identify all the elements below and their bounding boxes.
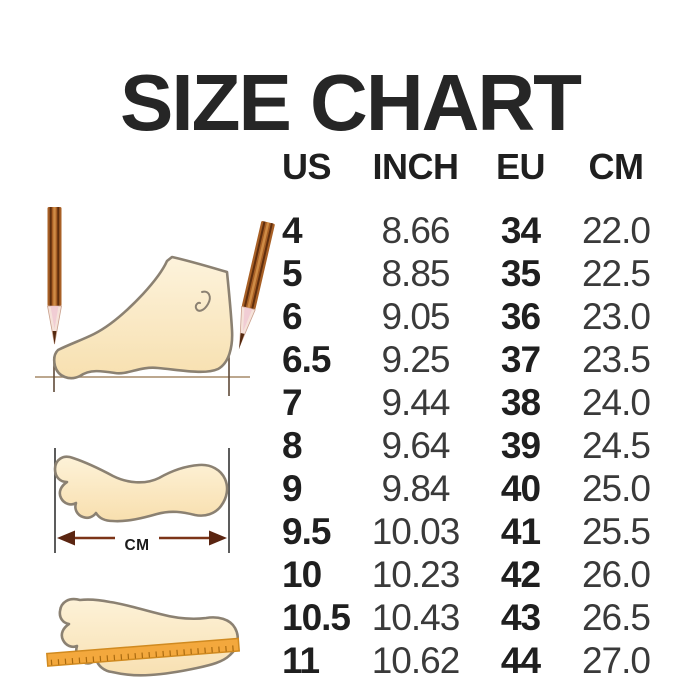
cm-unit-label: CM [124, 537, 149, 554]
cell-us: 10 [282, 554, 322, 595]
foot-side-outline [52, 255, 234, 380]
foot-ruler-illustration [46, 597, 241, 677]
cell-inch: 9.44 [381, 382, 450, 423]
table-row: 10.5 10.43 43 26.5 [278, 596, 668, 639]
cell-cm: 24.5 [581, 425, 651, 466]
cell-inch: 9.05 [381, 296, 450, 337]
cell-us: 4 [282, 210, 303, 251]
cell-eu: 37 [500, 339, 541, 380]
cell-inch: 10.43 [371, 597, 461, 638]
cell-us: 9 [282, 468, 303, 509]
footprint-outline [53, 455, 229, 523]
cell-us: 9.5 [282, 511, 331, 552]
cell-cm: 23.0 [581, 296, 651, 337]
table-row: 7 9.44 38 24.0 [278, 381, 668, 424]
cell-cm: 22.0 [581, 210, 651, 251]
cell-inch: 8.85 [381, 253, 450, 294]
cell-cm: 25.0 [581, 468, 651, 509]
cell-eu: 44 [500, 640, 541, 681]
table-row: 8 9.64 39 24.5 [278, 424, 668, 467]
table-row: 6.5 9.25 37 23.5 [278, 338, 668, 381]
left-pencil-icon [47, 207, 62, 345]
cell-eu: 35 [500, 253, 541, 294]
cell-inch: 9.84 [381, 468, 450, 509]
cell-eu: 34 [500, 210, 541, 251]
cell-cm: 26.5 [581, 597, 651, 638]
cell-eu: 41 [500, 511, 541, 552]
cell-cm: 23.5 [581, 339, 651, 380]
cm-measure-arrow-icon [57, 530, 227, 546]
cell-us: 5 [282, 253, 303, 294]
cell-inch: 9.25 [381, 339, 450, 380]
ankle-curve-mark [194, 290, 211, 312]
cell-eu: 42 [500, 554, 541, 595]
cell-cm: 24.0 [581, 382, 651, 423]
ruler-ticks [50, 645, 234, 666]
size-table: US INCH EU CM 4 8.66 34 22.0 5 8.85 35 22.5 6 9.05 36… [278, 142, 668, 682]
table-body: 4 8.66 34 22.0 5 8.85 35 22.5 6 9.05 36 23.0 6.5 9.25… [278, 209, 668, 682]
table-row: 9 9.84 40 25.0 [278, 467, 668, 510]
footprint-outline [58, 597, 240, 677]
cell-cm: 27.0 [581, 640, 651, 681]
ruler-icon [46, 637, 241, 667]
foot-length-cm-illustration: CM [53, 448, 230, 554]
cell-us: 6 [282, 296, 303, 337]
cell-eu: 36 [500, 296, 541, 337]
table-row: 5 8.85 35 22.5 [278, 252, 668, 295]
cell-cm: 25.5 [581, 511, 651, 552]
cell-eu: 39 [500, 425, 541, 466]
table-row: 6 9.05 36 23.0 [278, 295, 668, 338]
cell-us: 8 [282, 425, 303, 466]
cell-inch: 10.03 [371, 511, 461, 552]
page-title: SIZE CHART [120, 57, 582, 147]
column-header-us: US [282, 146, 332, 187]
column-header-eu: EU [495, 146, 546, 187]
table-header-row: US INCH EU CM [278, 142, 668, 192]
cell-cm: 22.5 [581, 253, 651, 294]
cell-us: 10.5 [282, 597, 351, 638]
cell-us: 7 [282, 382, 303, 423]
column-header-inch: INCH [372, 146, 460, 187]
cell-eu: 40 [500, 468, 541, 509]
right-pencil-icon [238, 221, 275, 350]
cell-us: 6.5 [282, 339, 331, 380]
cell-inch: 10.23 [371, 554, 461, 595]
cell-us: 11 [282, 640, 320, 681]
cell-cm: 26.0 [581, 554, 651, 595]
cell-inch: 9.64 [381, 425, 450, 466]
cell-inch: 8.66 [381, 210, 450, 251]
table-row: 4 8.66 34 22.0 [278, 209, 668, 252]
cell-inch: 10.62 [371, 640, 461, 681]
cell-eu: 43 [500, 597, 541, 638]
table-row: 10 10.23 42 26.0 [278, 553, 668, 596]
foot-side-measure-illustration [35, 207, 275, 396]
table-row: 9.5 10.03 41 25.5 [278, 510, 668, 553]
table-row: 11 10.62 44 27.0 [278, 639, 668, 682]
cell-eu: 38 [500, 382, 541, 423]
column-header-cm: CM [588, 146, 645, 187]
